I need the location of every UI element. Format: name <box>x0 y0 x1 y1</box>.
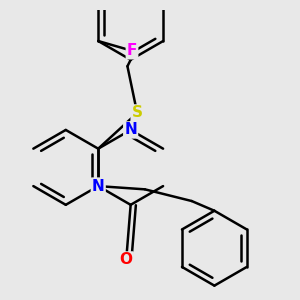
Text: F: F <box>127 43 137 58</box>
Text: N: N <box>124 122 137 137</box>
Text: S: S <box>132 106 143 121</box>
Text: N: N <box>92 178 105 194</box>
Text: O: O <box>120 253 133 268</box>
